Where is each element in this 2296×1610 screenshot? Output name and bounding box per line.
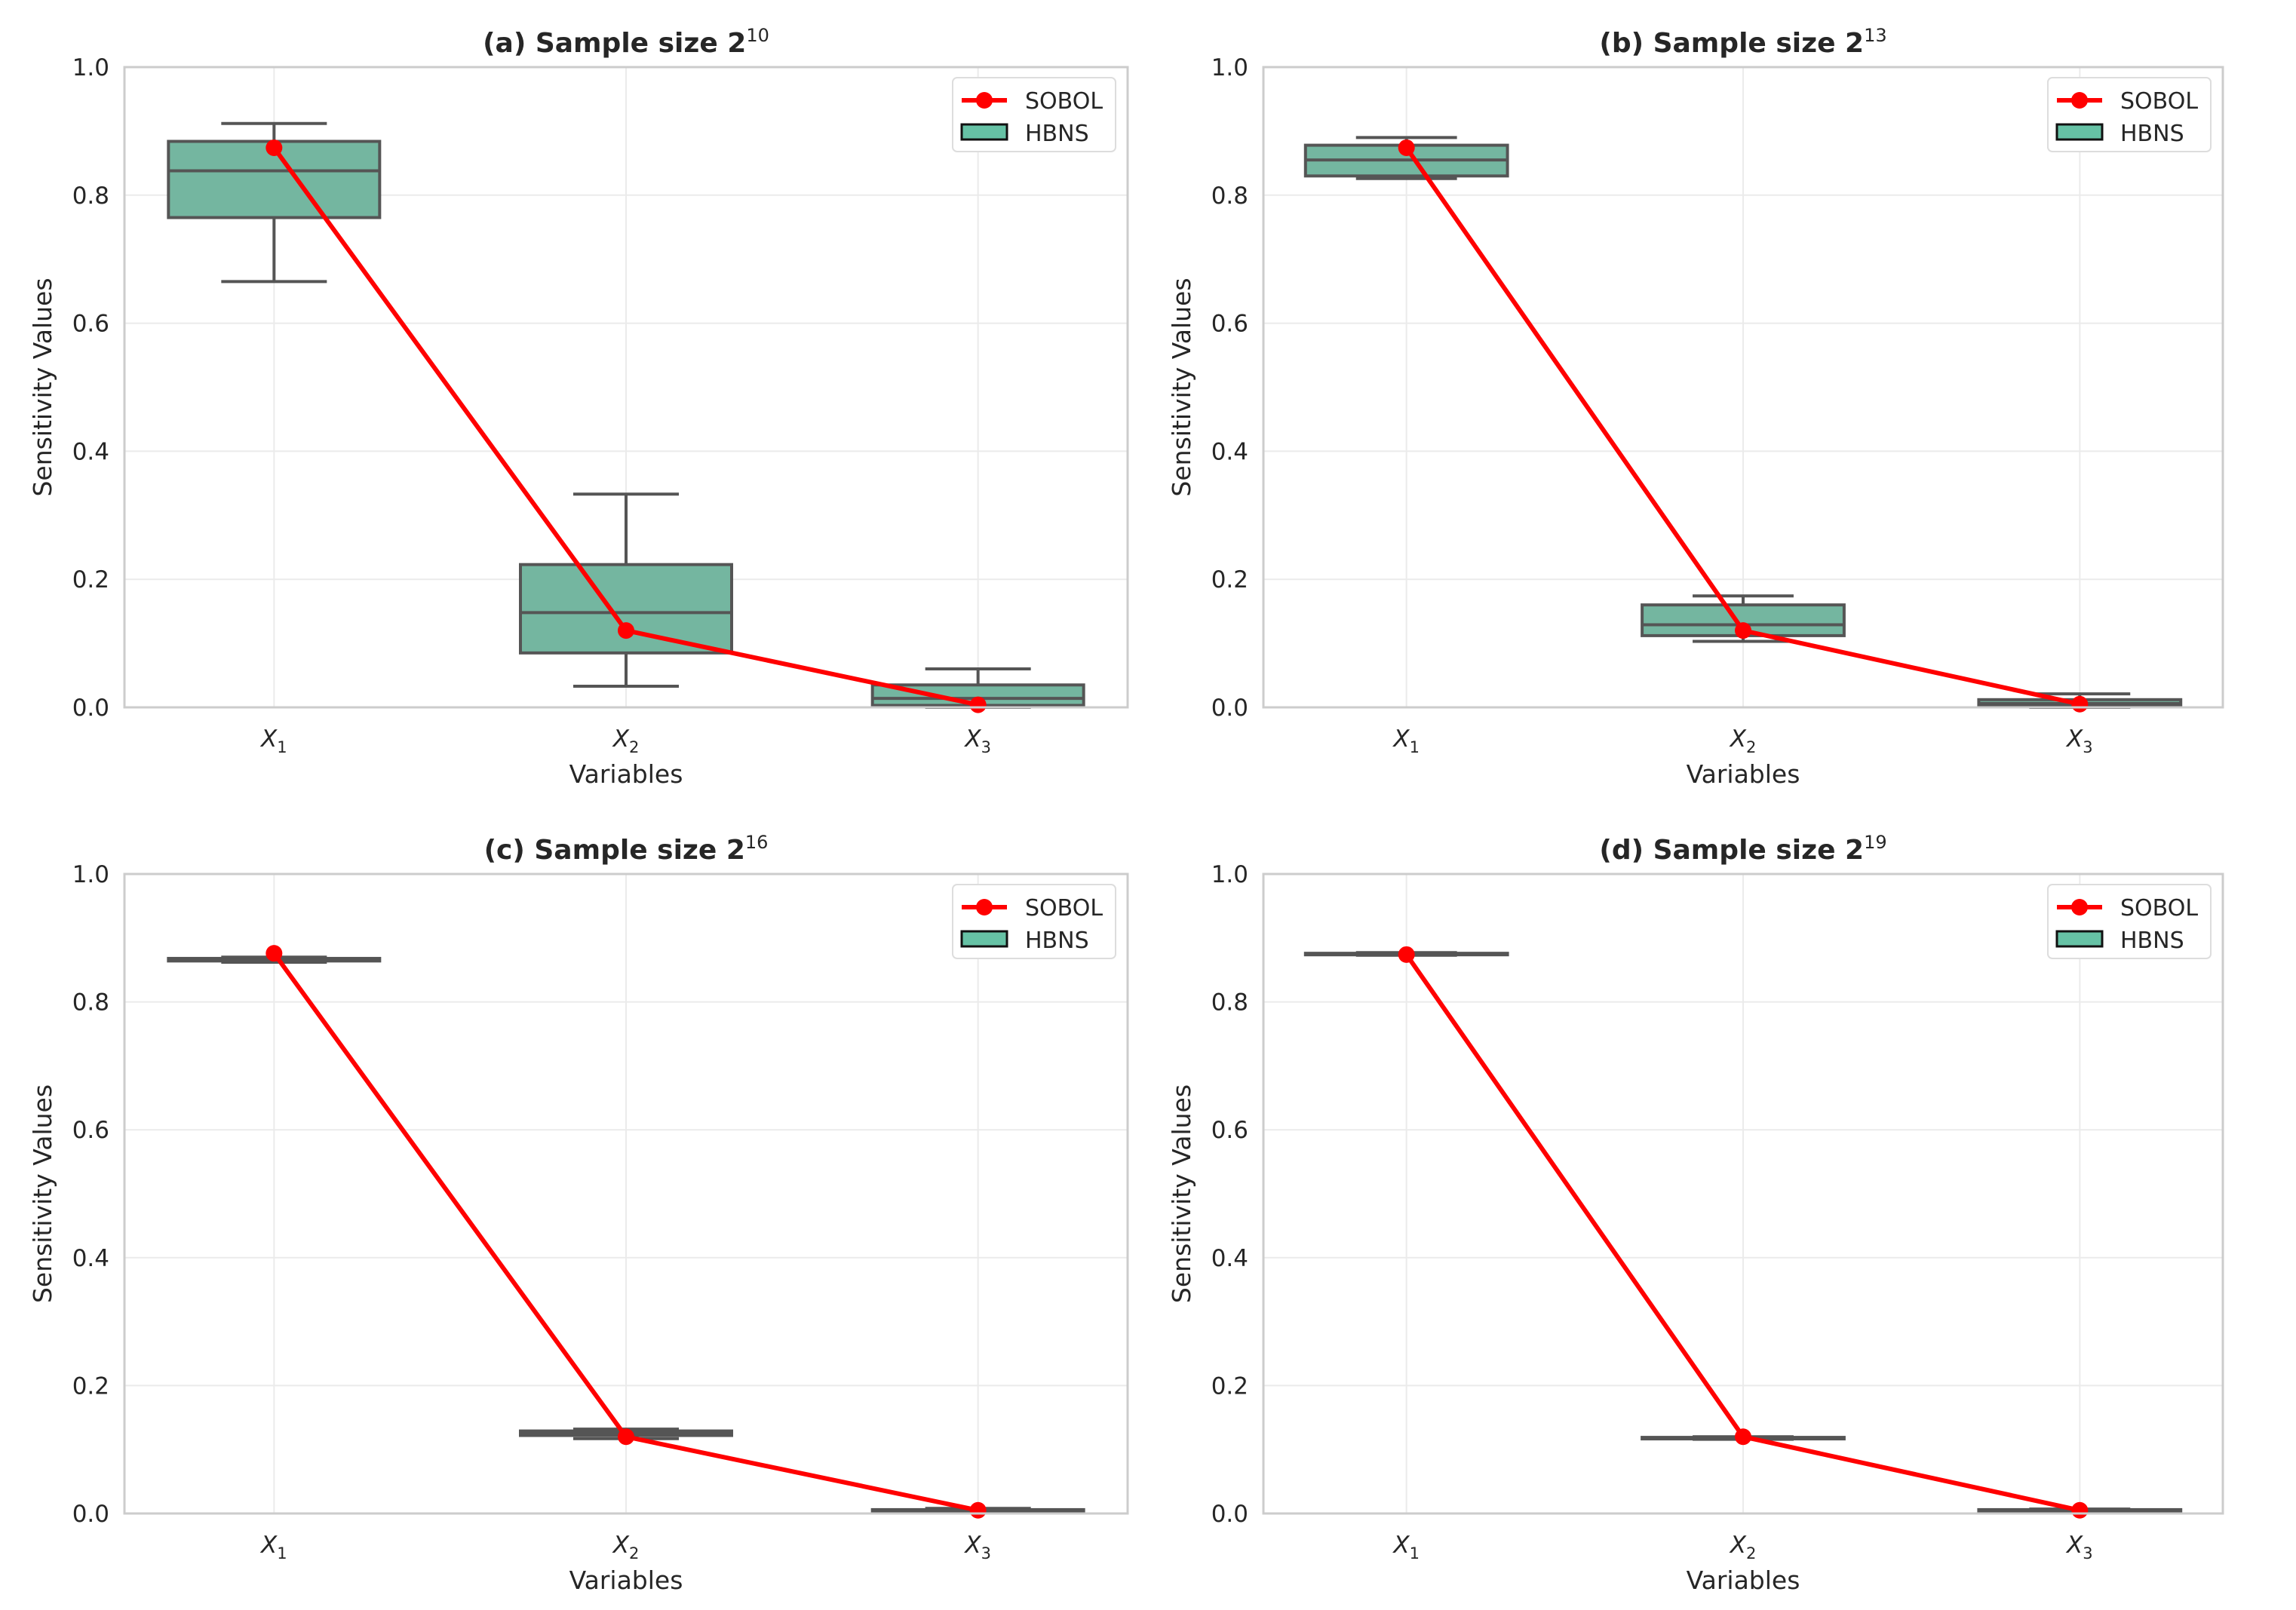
x-tick-label: X1 [259, 725, 287, 756]
x-axis-label: Variables [569, 1566, 683, 1595]
legend-sobol-marker [2071, 899, 2088, 915]
x-axis-label: Variables [569, 759, 683, 789]
y-tick-label: 1.0 [1211, 861, 1248, 888]
subplot-b: 0.0 0.2 0.4 0.6 0.8 1.0 X1 X2 X3 (b) Sample size … [1167, 25, 2224, 789]
box-iqr [519, 563, 733, 655]
x-axis-label: Variables [1687, 759, 1800, 789]
axes-frame [123, 872, 1129, 1515]
legend-hbns-patch [960, 930, 1008, 948]
legend-label-sobol: SOBOL [2120, 895, 2198, 922]
y-tick-label: 0.8 [72, 989, 109, 1017]
x-tick-label: X1 [1392, 1532, 1420, 1562]
x-tick-label: X2 [612, 1532, 640, 1562]
legend-hbns-patch [2055, 930, 2104, 948]
sobol-point [618, 622, 634, 639]
x-tick-label: X2 [1729, 1532, 1757, 1562]
legend-sobol-marker [2071, 92, 2088, 109]
legend-label-sobol: SOBOL [2120, 88, 2198, 115]
legend: SOBOL HBNS [2047, 884, 2212, 959]
sobol-point [1735, 1428, 1751, 1446]
x-tick-label: X2 [612, 725, 640, 756]
sobol-point [618, 1428, 634, 1446]
x-tick-label: X1 [1392, 725, 1420, 756]
subplot-title: (c) Sample size 216 [484, 832, 769, 866]
x-tick-label: X2 [1729, 725, 1757, 756]
sobol-point [969, 696, 987, 713]
legend-hbns-patch [960, 123, 1008, 141]
y-tick-label: 0.0 [1211, 1501, 1248, 1528]
y-tick-label: 0.2 [72, 1372, 109, 1400]
y-tick-label: 0.6 [72, 311, 109, 338]
box-2 [519, 492, 733, 688]
y-tick-label: 0.4 [72, 438, 109, 465]
subplot-c: 0.0 0.2 0.4 0.6 0.8 1.0 X1 X2 X3 (c) Sample size … [28, 832, 1129, 1595]
axes-frame [1262, 872, 2224, 1515]
y-tick-label: 0.6 [1211, 311, 1248, 338]
x-tick-label: X3 [2065, 725, 2093, 756]
legend-label-hbns: HBNS [1025, 121, 1089, 147]
sobol-point [2071, 1501, 2089, 1519]
axes-frame [123, 66, 1129, 709]
x-tick-label: X3 [2065, 1532, 2093, 1562]
y-tick-label: 0.8 [1211, 182, 1248, 210]
y-tick-label: 0.8 [72, 182, 109, 210]
sobol-point [2071, 695, 2089, 713]
y-tick-label: 1.0 [72, 861, 109, 888]
box-iqr [167, 140, 382, 219]
y-axis-label: Sensitivity Values [28, 278, 57, 496]
sobol-point [266, 139, 283, 156]
legend-label-hbns: HBNS [1025, 928, 1089, 954]
legend-sobol-marker [976, 899, 993, 915]
x-tick-label: X1 [259, 1532, 287, 1562]
y-axis-label: Sensitivity Values [1167, 278, 1196, 496]
box-1 [1303, 136, 1509, 180]
y-tick-label: 0.8 [1211, 989, 1248, 1017]
y-tick-label: 0.2 [1211, 1372, 1248, 1400]
y-axis-label: Sensitivity Values [1167, 1084, 1196, 1303]
legend: SOBOL HBNS [952, 884, 1116, 959]
y-tick-label: 1.0 [72, 54, 109, 81]
subplot-title: (b) Sample size 213 [1599, 25, 1886, 59]
sobol-point [1398, 946, 1415, 963]
legend-label-sobol: SOBOL [1025, 88, 1103, 115]
legend: SOBOL HBNS [952, 77, 1116, 152]
y-tick-label: 0.0 [72, 1501, 109, 1528]
x-tick-label: X3 [963, 1532, 991, 1562]
subplot-d: 0.0 0.2 0.4 0.6 0.8 1.0 X1 X2 X3 (d) Sample size … [1167, 832, 2224, 1595]
legend-sobol-marker [976, 92, 993, 109]
box-1 [167, 121, 382, 284]
subplot-title: (a) Sample size 210 [483, 25, 769, 59]
y-tick-label: 0.0 [72, 695, 109, 722]
sobol-point [266, 945, 283, 962]
axes-frame [1262, 66, 2224, 709]
subplot-a: 0.0 0.2 0.4 0.6 0.8 1.0 X1 X2 X3 (a) Sample size … [28, 25, 1129, 789]
legend-label-hbns: HBNS [2120, 928, 2184, 954]
y-tick-label: 0.6 [72, 1117, 109, 1144]
y-tick-label: 0.4 [1211, 438, 1248, 465]
y-axis-label: Sensitivity Values [28, 1084, 57, 1303]
sobol-point [969, 1501, 987, 1519]
sobol-point [1735, 622, 1751, 639]
y-tick-label: 0.4 [1211, 1245, 1248, 1272]
sobol-point [1398, 139, 1415, 156]
legend-label-sobol: SOBOL [1025, 895, 1103, 922]
y-tick-label: 1.0 [1211, 54, 1248, 81]
y-tick-label: 0.2 [72, 566, 109, 593]
subplot-title: (d) Sample size 219 [1599, 832, 1886, 866]
legend-label-hbns: HBNS [2120, 121, 2184, 147]
legend-hbns-patch [2055, 123, 2104, 141]
x-tick-label: X3 [963, 725, 991, 756]
x-axis-label: Variables [1687, 1566, 1800, 1595]
y-tick-label: 0.4 [72, 1245, 109, 1272]
y-tick-label: 0.6 [1211, 1117, 1248, 1144]
y-tick-label: 0.2 [1211, 566, 1248, 593]
y-tick-label: 0.0 [1211, 695, 1248, 722]
legend: SOBOL HBNS [2047, 77, 2212, 152]
